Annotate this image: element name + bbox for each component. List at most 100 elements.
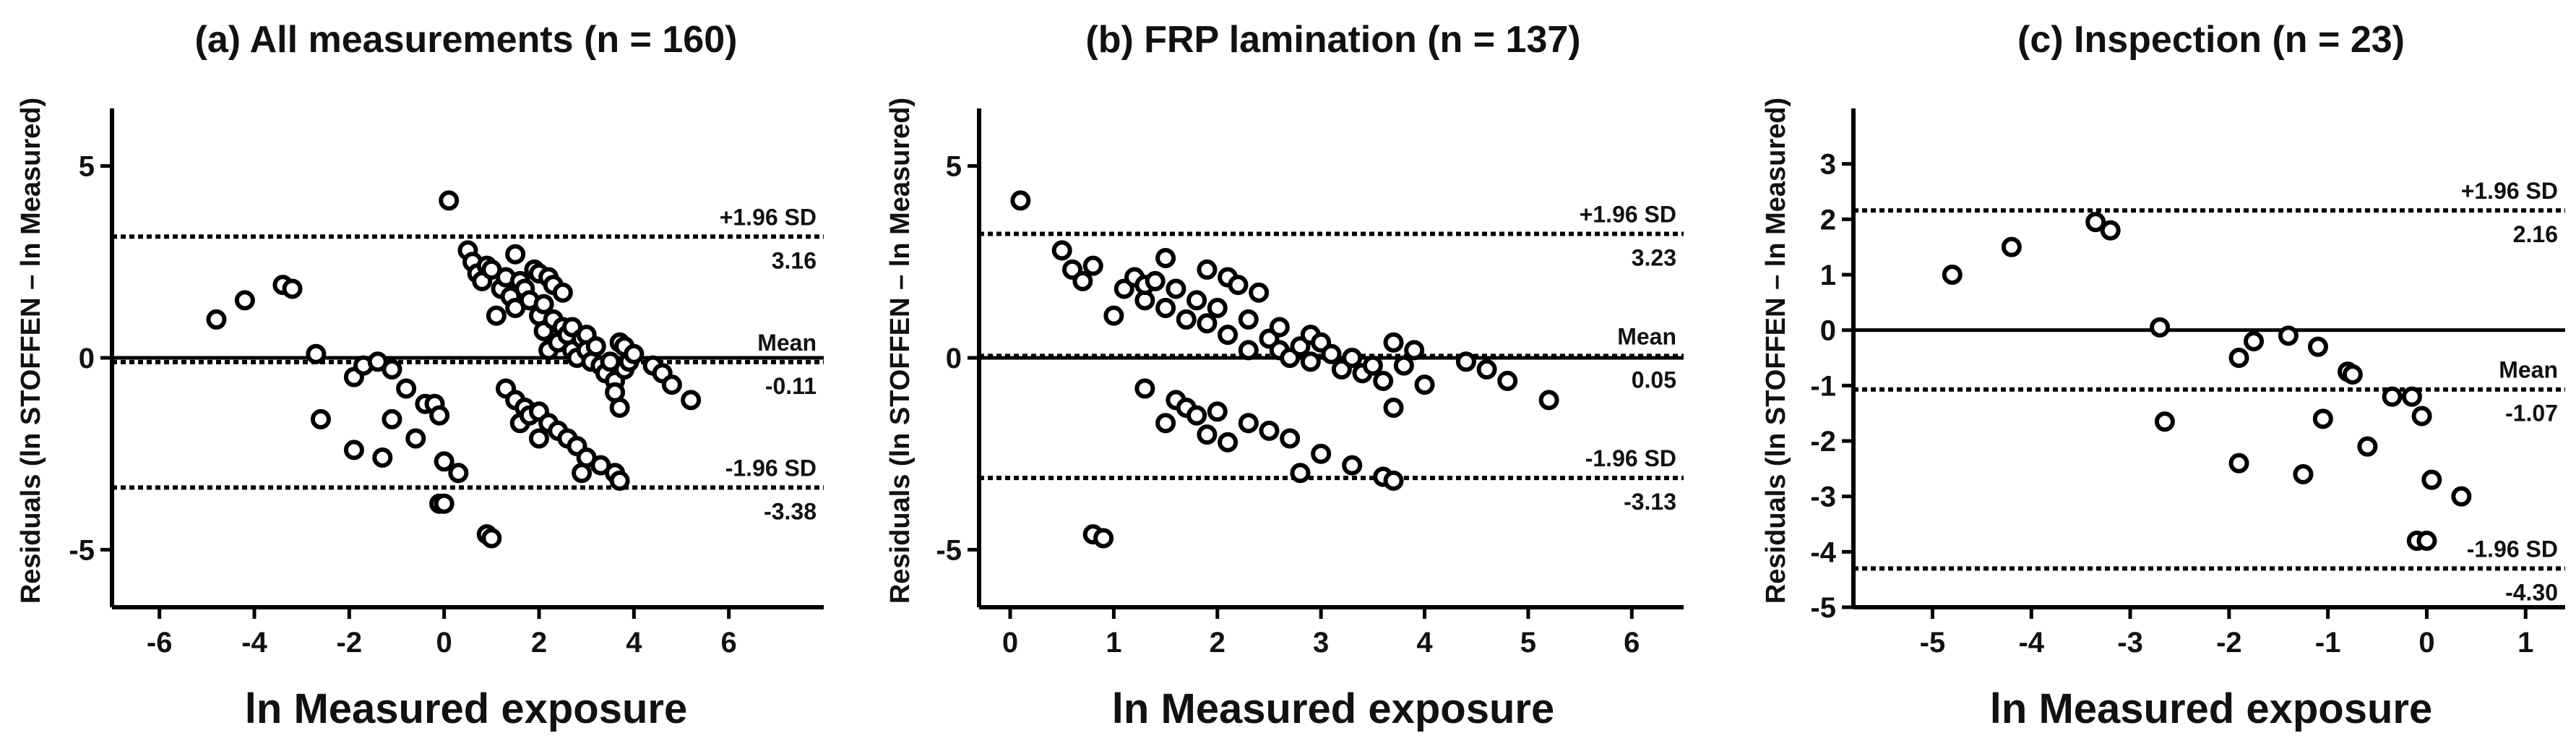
panel-a-data-point	[372, 447, 393, 468]
panel-a-mean-label: Mean	[757, 330, 817, 356]
panel-b-data-point	[1476, 359, 1497, 380]
panel-b-x-tick-label: 1	[1106, 627, 1121, 659]
panel-b-data-point	[1218, 325, 1239, 346]
panel-b-data-point	[1383, 398, 1404, 418]
panel-b-upper-sd-label: +1.96 SD	[1580, 202, 1676, 228]
panel-b-data-point	[1207, 298, 1228, 318]
panel-b-upper-sd-value: 3.23	[1632, 245, 1676, 271]
panel-b-data-point	[1538, 390, 1559, 411]
panel-c-upper-sd-value: 2.16	[2513, 221, 2558, 247]
panel-c-lower-sd-value: -4.30	[2505, 579, 2558, 605]
panel-c-y-tick-label: 1	[1820, 260, 1836, 291]
panel-a-data-point	[609, 470, 630, 491]
panel-b-data-point	[1010, 190, 1031, 211]
panel-a-title: (a) All measurements (n = 160)	[195, 19, 738, 61]
panel-b-title: (b) FRP lamination (n = 137)	[1085, 19, 1580, 61]
panel-a-data-point	[434, 493, 455, 514]
panel-b-data-point	[1249, 282, 1270, 303]
panel-b-y-tick-label: -5	[936, 534, 962, 566]
panel-c-data-point	[2228, 453, 2249, 474]
panel-b-data-point	[1238, 340, 1259, 361]
panel-a-data-point	[439, 190, 460, 211]
panel-b-data-point	[1186, 290, 1207, 311]
panel-c-x-tick-label: -3	[2117, 627, 2143, 659]
panel-a-data-point	[624, 343, 645, 364]
panel-b-data-point	[1342, 455, 1363, 476]
panel-a-x-tick-label: 0	[436, 627, 452, 659]
panel-b-data-point	[1373, 370, 1394, 391]
panel-c-data-point	[2100, 220, 2121, 241]
panel-c-data-point	[2357, 436, 2378, 457]
panel-b-data-point	[1383, 332, 1404, 353]
panel-a-y-tick-label: 0	[79, 343, 95, 374]
panel-a-data-point	[382, 408, 402, 429]
panel-c-data-point	[2001, 236, 2022, 257]
panel-c-y-tick-label: -2	[1810, 426, 1836, 458]
panel-b-data-point	[1197, 259, 1218, 280]
panel-b-y-tick-label: 5	[946, 151, 962, 183]
panel-b-data-point	[1383, 470, 1404, 491]
panel-b-data-point	[1186, 405, 1207, 426]
panel-b-data-point	[1300, 351, 1321, 372]
panel-a-x-tick-label: 4	[626, 627, 642, 659]
panel-b-x-tick-label: 2	[1210, 627, 1225, 659]
panel-b-data-point	[1197, 313, 1218, 334]
panel-a-lower-sd-label: -1.96 SD	[725, 455, 817, 481]
panel-a-y-tick-label: -5	[69, 534, 95, 566]
panel-b-data-point	[1218, 432, 1239, 453]
panel-c-data-point	[2244, 331, 2265, 351]
panel-a-data-point	[434, 451, 455, 472]
panel-b-lower-sd-value: -3.13	[1624, 489, 1676, 515]
panel-b-data-point	[1393, 355, 1414, 376]
panel-c-data-point	[2342, 364, 2363, 385]
panel-c: (c) Inspection (n = 23) ln Measured expo…	[1761, 19, 2565, 732]
panel-a-data-point	[282, 278, 303, 299]
panel-c-data-point	[2401, 386, 2422, 407]
panel-b-x-tick-label: 3	[1313, 627, 1329, 659]
panel-c-data-point	[2382, 386, 2403, 407]
panel-b-data-point	[1259, 420, 1280, 441]
panel-b-data-point	[1051, 240, 1072, 261]
panel-b-data-point	[1290, 463, 1311, 484]
panel-c-data-point	[2312, 408, 2333, 429]
panel-a-data-point	[405, 428, 426, 449]
panel-b-data-point	[1238, 413, 1259, 434]
panel-a-data-point	[681, 390, 702, 411]
panel-a-data-point	[486, 305, 507, 326]
panel-b: (b) FRP lamination (n = 137) ln Measured…	[885, 19, 1684, 732]
panel-b-data-point	[1207, 401, 1228, 422]
panel-c-data-point	[2085, 212, 2106, 233]
panel-b-data-point	[1321, 343, 1342, 364]
panel-a-data-point	[552, 282, 573, 303]
panel-b-data-point	[1134, 378, 1155, 399]
panel-b-data-point	[1166, 278, 1186, 299]
panel-b-data-point	[1197, 424, 1218, 445]
panel-a-upper-sd-value: 3.16	[772, 247, 817, 273]
panel-b-data-point	[1093, 528, 1114, 549]
panel-b-data-point	[1082, 255, 1103, 276]
panel-b-data-point	[1342, 348, 1363, 368]
panel-c-y-tick-label: 3	[1820, 149, 1836, 181]
panel-c-data-point	[2421, 469, 2442, 490]
panel-a-data-point	[661, 374, 682, 395]
panel-a-data-point	[609, 398, 630, 418]
panel-c-x-tick-label: -4	[2018, 627, 2044, 659]
panel-c-data-point	[2293, 464, 2314, 484]
panel-b-x-tick-label: 4	[1416, 627, 1433, 659]
panel-c-x-tick-label: -2	[2216, 627, 2242, 659]
panel-a-x-tick-label: -2	[337, 627, 363, 659]
panel-b-data-point	[1311, 443, 1332, 464]
panel-a: (a) All measurements (n = 160) ln Measur…	[16, 19, 824, 732]
panel-a-data-point	[306, 343, 327, 364]
panel-c-y-tick-label: 0	[1820, 315, 1836, 347]
panel-b-x-tick-label: 5	[1520, 627, 1536, 659]
panel-c-x-tick-label: 1	[2517, 627, 2533, 659]
panel-a-mean-value: -0.11	[765, 373, 817, 399]
panel-c-y-tick-label: -4	[1810, 536, 1836, 568]
panel-c-data-point	[1942, 265, 1963, 285]
panel-b-mean-value: 0.05	[1632, 367, 1676, 393]
panel-b-data-point	[1228, 275, 1249, 296]
panel-b-data-point	[1238, 309, 1259, 330]
panel-b-data-point	[1155, 413, 1176, 434]
